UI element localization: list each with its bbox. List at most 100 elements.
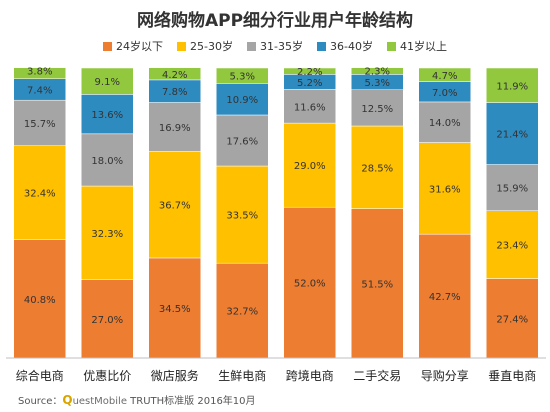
data-label: 7.8% bbox=[162, 87, 187, 98]
bar-segment bbox=[148, 102, 201, 152]
bar-segment bbox=[148, 151, 201, 259]
bar-segment bbox=[418, 67, 471, 82]
bar-segment bbox=[418, 142, 471, 235]
data-label: 18.0% bbox=[91, 156, 123, 167]
data-label: 13.6% bbox=[91, 110, 123, 121]
data-label: 3.8% bbox=[27, 67, 52, 78]
data-label: 40.8% bbox=[24, 295, 56, 306]
data-label: 51.5% bbox=[361, 279, 393, 290]
bar-segment bbox=[216, 165, 269, 264]
category-label: 微店服务 bbox=[151, 368, 199, 383]
bar-segment bbox=[81, 94, 134, 135]
source-prefix: Source： bbox=[18, 396, 63, 407]
category-label: 综合电商 bbox=[16, 368, 64, 383]
legend-label: 31-35岁 bbox=[260, 40, 303, 53]
data-label: 11.6% bbox=[294, 102, 326, 113]
data-label: 15.9% bbox=[496, 184, 528, 195]
legend-swatch bbox=[316, 41, 326, 51]
data-label: 31.6% bbox=[429, 184, 461, 195]
data-label: 32.3% bbox=[91, 229, 123, 240]
legend: 24岁以下 25-30岁 31-35岁 36-40岁 41岁以上 bbox=[0, 38, 550, 54]
data-label: 9.1% bbox=[95, 77, 120, 88]
data-label: 10.9% bbox=[226, 95, 258, 106]
category-label: 生鲜电商 bbox=[218, 368, 266, 383]
category-label: 导购分享 bbox=[421, 368, 469, 383]
legend-item-4: 41岁以上 bbox=[386, 38, 447, 54]
bar-segment bbox=[486, 164, 539, 211]
bar-segment bbox=[486, 67, 539, 103]
bar-segment bbox=[418, 101, 471, 143]
data-label: 15.7% bbox=[24, 119, 56, 130]
bar-segment bbox=[216, 67, 269, 84]
legend-label: 24岁以下 bbox=[116, 40, 164, 53]
legend-swatch bbox=[247, 41, 257, 51]
bar-segment bbox=[351, 208, 404, 359]
category-label: 二手交易 bbox=[353, 368, 401, 383]
legend-label: 41岁以上 bbox=[399, 40, 447, 53]
legend-item-1: 25-30岁 bbox=[177, 38, 233, 54]
data-label: 34.5% bbox=[159, 304, 191, 315]
data-label: 7.0% bbox=[432, 88, 457, 99]
data-label: 5.3% bbox=[230, 72, 255, 83]
data-label: 32.4% bbox=[24, 189, 56, 200]
legend-label: 36-40岁 bbox=[329, 40, 373, 53]
bar-segment bbox=[283, 67, 336, 75]
data-label: 32.7% bbox=[226, 307, 258, 318]
bar-segment bbox=[81, 133, 134, 187]
bar-segment bbox=[148, 257, 201, 359]
category-label: 跨境电商 bbox=[286, 368, 334, 383]
data-label: 11.9% bbox=[496, 81, 528, 92]
category-label: 优惠比价 bbox=[83, 369, 131, 383]
bar-segment bbox=[351, 125, 404, 209]
chart-title: 网络购物APP细分行业用户年龄结构 bbox=[136, 11, 414, 31]
data-label: 29.0% bbox=[294, 161, 326, 172]
bar-segment bbox=[216, 83, 269, 116]
data-label: 12.5% bbox=[361, 104, 393, 115]
data-label: 5.2% bbox=[297, 78, 322, 89]
data-label: 33.5% bbox=[226, 211, 258, 222]
bar-segment bbox=[81, 185, 134, 280]
data-label: 27.4% bbox=[496, 314, 528, 325]
bar-segment bbox=[486, 210, 539, 279]
bar-segment bbox=[81, 279, 134, 359]
legend-item-2: 31-35岁 bbox=[247, 38, 303, 54]
data-label: 28.5% bbox=[361, 163, 393, 174]
data-label: 27.0% bbox=[91, 315, 123, 326]
bar-segment bbox=[13, 239, 66, 359]
data-label: 4.7% bbox=[432, 71, 457, 82]
bar-segment bbox=[13, 145, 66, 240]
bar-segment bbox=[13, 67, 66, 79]
data-label: 42.7% bbox=[429, 292, 461, 303]
bar-segment bbox=[351, 89, 404, 127]
bar-segment bbox=[418, 233, 471, 359]
source-note: Source：QuestMobile TRUTH标准版 2016年10月 bbox=[18, 392, 256, 407]
legend-item-3: 36-40岁 bbox=[316, 38, 373, 54]
category-label: 垂直电商 bbox=[488, 368, 536, 383]
bar-segment bbox=[148, 67, 201, 81]
data-label: 16.9% bbox=[159, 123, 191, 134]
legend-swatch bbox=[103, 41, 113, 51]
source-brand-rest: uestMobile bbox=[72, 396, 127, 407]
bar-segment bbox=[283, 206, 336, 359]
data-label: 2.3% bbox=[365, 67, 390, 78]
bar-segment bbox=[283, 89, 336, 124]
data-label: 2.2% bbox=[297, 67, 322, 78]
data-label: 52.0% bbox=[294, 279, 326, 290]
data-label: 21.4% bbox=[496, 130, 528, 141]
legend-item-0: 24岁以下 bbox=[103, 38, 163, 54]
data-label: 7.4% bbox=[27, 85, 52, 96]
data-label: 36.7% bbox=[159, 201, 191, 212]
legend-label: 25-30岁 bbox=[190, 40, 234, 53]
data-label: 5.3% bbox=[365, 78, 390, 89]
bar-segment bbox=[13, 99, 66, 146]
bar-segment bbox=[216, 114, 269, 167]
data-label: 23.4% bbox=[496, 241, 528, 252]
bar-segment bbox=[81, 67, 134, 95]
bar-segment bbox=[283, 122, 336, 208]
data-label: 14.0% bbox=[429, 118, 461, 129]
data-label: 17.6% bbox=[226, 137, 258, 148]
source-suffix: TRUTH标准版 2016年10月 bbox=[127, 396, 256, 407]
legend-swatch bbox=[386, 41, 396, 51]
legend-swatch bbox=[177, 41, 187, 51]
